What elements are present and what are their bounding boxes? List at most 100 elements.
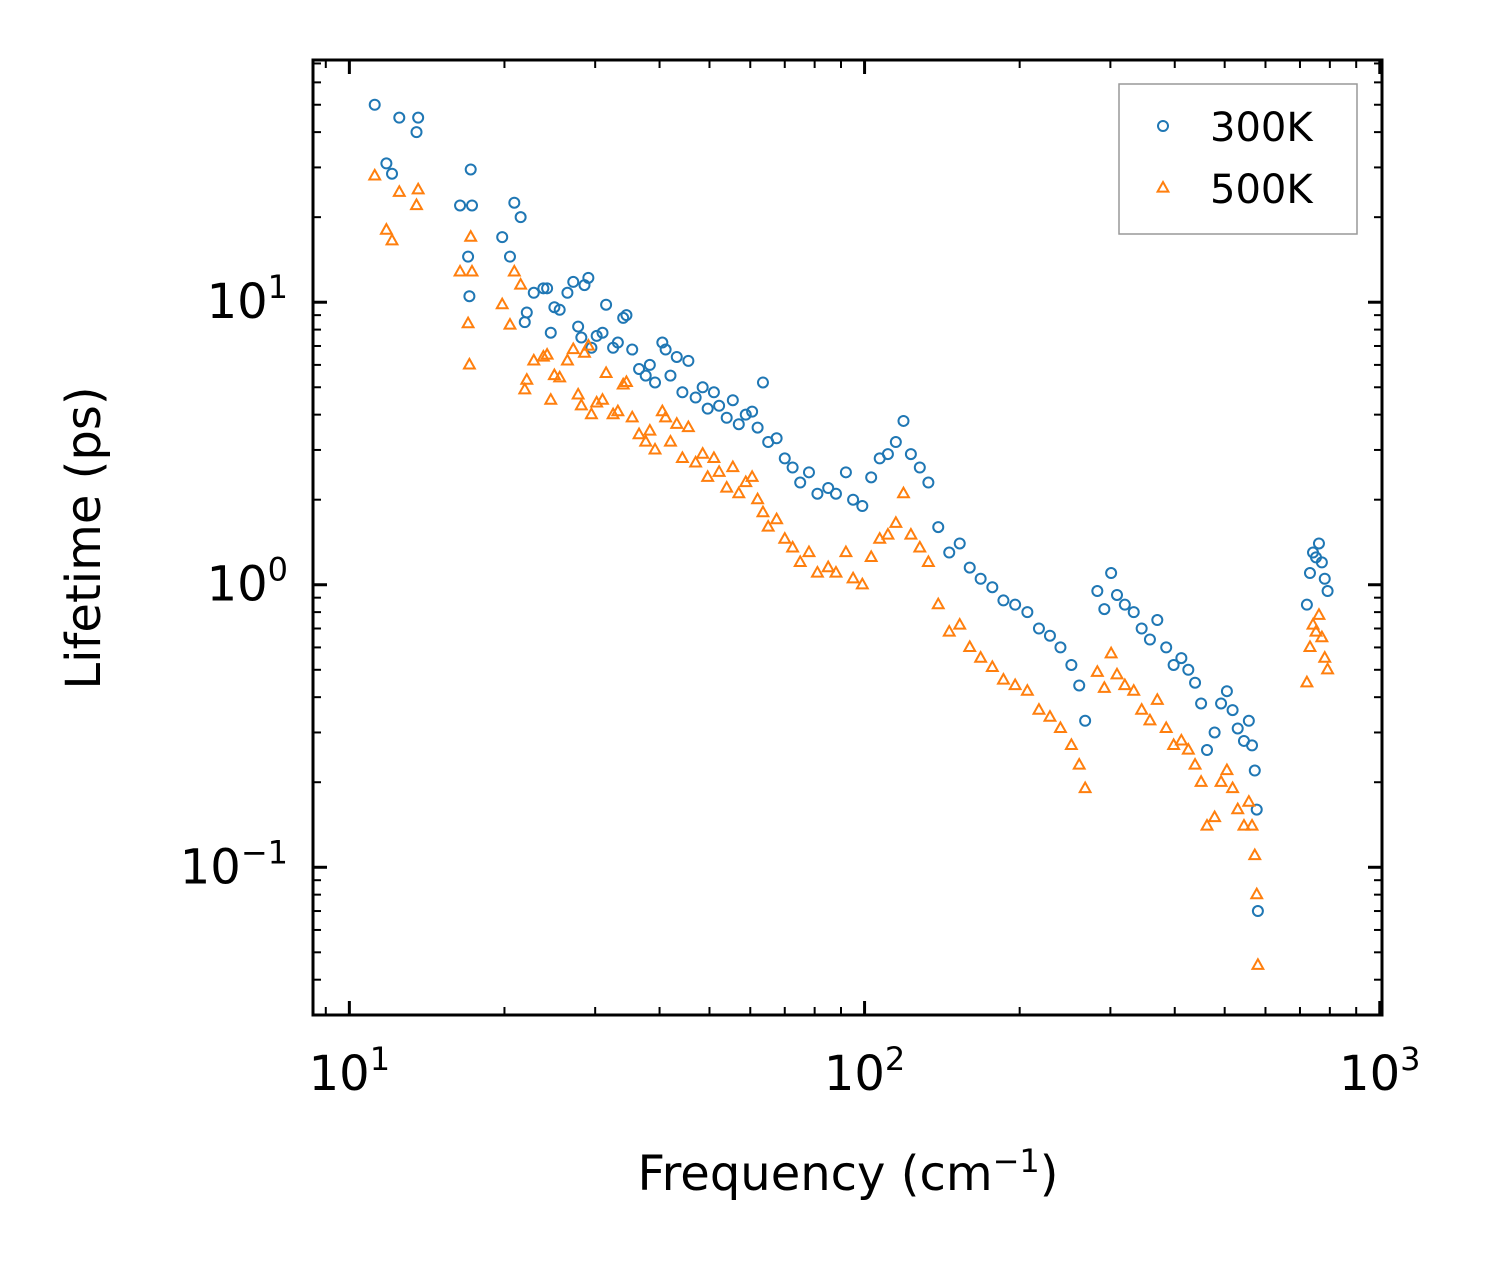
point-300k-42 (656, 336, 669, 349)
x-axis-label: Frequency (cm−1) (637, 1142, 1058, 1202)
point-300k-86 (997, 594, 1010, 607)
point-500k-13 (507, 263, 522, 277)
point-500k-21 (547, 367, 562, 381)
point-500k-22 (552, 369, 567, 383)
point-500k-54 (725, 459, 740, 473)
point-300k-126 (1312, 537, 1325, 550)
point-500k-19 (539, 347, 555, 360)
point-300k-107 (1182, 663, 1195, 676)
point-300k-11 (496, 231, 509, 244)
point-500k-110 (1199, 817, 1215, 831)
point-300k-47 (682, 354, 695, 367)
point-500k-43 (658, 409, 673, 423)
point-300k-92 (1065, 658, 1078, 671)
point-500k-96 (1097, 680, 1112, 693)
point-500k-68 (828, 565, 844, 578)
point-300k-102 (1143, 633, 1156, 646)
point-300k-63 (786, 461, 799, 474)
point-500k-69 (838, 544, 854, 558)
point-300k-13 (508, 196, 521, 209)
point-300k-26 (575, 331, 588, 344)
point-300k-90 (1043, 629, 1056, 642)
point-300k-16 (520, 306, 533, 319)
point-500k-57 (745, 469, 760, 482)
point-500k-24 (566, 341, 581, 355)
point-500k-122 (1299, 674, 1314, 688)
point-300k-53 (720, 411, 733, 424)
point-300k-83 (963, 561, 976, 574)
point-500k-52 (712, 464, 727, 477)
point-300k-115 (1231, 722, 1244, 735)
point-300k-111 (1208, 726, 1221, 739)
point-300k-112 (1215, 697, 1228, 710)
point-500k-9 (463, 229, 478, 242)
point-500k-11 (495, 296, 510, 310)
point-500k-67 (821, 559, 836, 573)
y-tick-label-2: 101 (207, 268, 288, 330)
point-500k-64 (793, 554, 808, 567)
point-300k-25 (572, 320, 585, 333)
point-300k-10 (466, 199, 479, 212)
point-300k-22 (553, 303, 566, 316)
point-500k-86 (996, 671, 1011, 685)
point-300k-17 (527, 286, 540, 299)
point-500k-60 (761, 519, 776, 532)
point-300k-96 (1098, 603, 1111, 616)
point-300k-34 (611, 336, 624, 349)
point-300k-82 (953, 537, 966, 550)
point-300k-123 (1303, 567, 1316, 580)
point-300k-39 (639, 369, 652, 382)
point-300k-127 (1315, 556, 1328, 569)
legend-label-500k: 500K (1210, 167, 1314, 213)
point-300k-37 (626, 343, 639, 356)
point-300k-101 (1135, 622, 1148, 635)
point-500k-5 (411, 181, 426, 195)
point-500k-55 (731, 485, 746, 499)
point-300k-44 (664, 369, 677, 382)
point-500k-77 (903, 526, 918, 540)
point-300k-91 (1054, 641, 1067, 654)
point-500k-78 (912, 539, 927, 553)
point-300k-100 (1127, 606, 1140, 619)
point-500k-2 (384, 232, 400, 246)
point-500k-128 (1317, 650, 1332, 663)
point-300k-85 (986, 581, 999, 594)
point-300k-75 (889, 436, 902, 449)
point-300k-93 (1073, 679, 1086, 692)
point-300k-55 (732, 418, 745, 431)
point-500k-81 (942, 624, 957, 637)
point-500k-79 (921, 554, 936, 567)
point-300k-32 (600, 298, 613, 311)
point-300k-7 (462, 250, 475, 263)
point-500k-50 (700, 469, 715, 482)
legend: 300K 500K (1118, 83, 1358, 235)
point-500k-70 (845, 570, 861, 584)
point-300k-23 (561, 286, 574, 299)
point-500k-123 (1302, 639, 1318, 653)
point-500k-124 (1305, 617, 1321, 630)
point-300k-9 (464, 163, 477, 176)
point-300k-31 (596, 326, 609, 339)
point-300k-12 (503, 250, 516, 263)
point-500k-109 (1194, 774, 1209, 787)
point-500k-3 (392, 184, 407, 197)
point-500k-18 (536, 348, 551, 362)
x-tick-label-2: 103 (1339, 1040, 1420, 1102)
point-500k-63 (785, 539, 800, 553)
point-300k-121 (1251, 905, 1264, 918)
legend-label-300k: 300K (1210, 105, 1314, 151)
point-500k-127 (1314, 629, 1329, 643)
point-300k-119 (1248, 764, 1261, 777)
point-300k-5 (412, 111, 425, 124)
point-500k-48 (688, 454, 703, 468)
point-500k-35 (616, 376, 631, 390)
point-500k-12 (502, 317, 518, 330)
point-500k-93 (1072, 757, 1087, 770)
point-300k-74 (881, 448, 894, 461)
point-300k-80 (932, 521, 945, 534)
point-300k-19 (541, 282, 554, 295)
point-500k-113 (1219, 762, 1235, 776)
point-300k-66 (811, 487, 824, 500)
point-500k-4 (409, 197, 424, 211)
point-300k-120 (1250, 803, 1263, 816)
